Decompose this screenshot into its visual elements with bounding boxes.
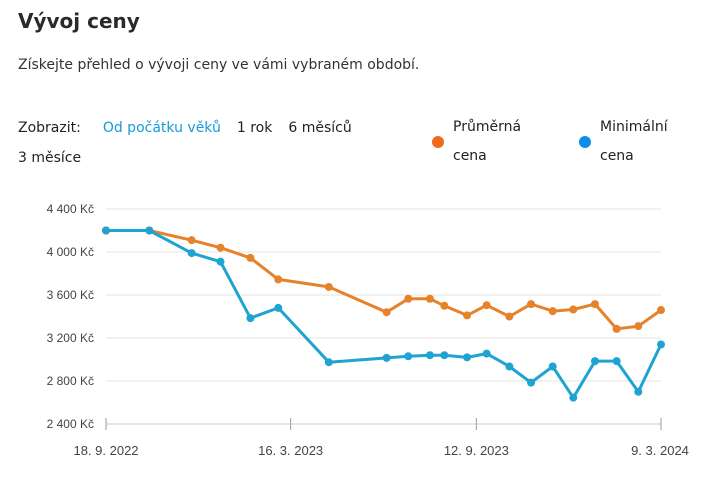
filter-3-months[interactable]: 3 měsíce (18, 150, 82, 166)
data-point-minimum (569, 393, 578, 402)
y-tick-label: 4 000 Kč (47, 245, 94, 259)
data-point-minimum (590, 357, 599, 366)
legend-label: Minimální (600, 119, 668, 135)
x-tick-label: 12. 9. 2023 (444, 443, 509, 458)
data-point-average (590, 300, 599, 309)
legend-dot-icon (579, 136, 591, 148)
data-point-minimum (463, 353, 472, 362)
data-point-average (382, 308, 391, 317)
data-point-minimum (216, 257, 225, 266)
data-point-average (216, 243, 225, 252)
data-point-average (404, 294, 413, 303)
data-point-minimum (246, 314, 255, 323)
data-point-minimum (440, 351, 449, 360)
data-point-minimum (425, 351, 434, 360)
x-tick-label: 16. 3. 2023 (258, 443, 323, 458)
data-point-minimum (505, 362, 514, 371)
x-tick-label: 18. 9. 2022 (73, 443, 138, 458)
data-point-minimum (274, 303, 283, 312)
data-point-average (527, 300, 536, 309)
data-point-minimum (324, 358, 333, 367)
data-point-average (548, 307, 557, 316)
data-point-average (505, 312, 514, 321)
data-point-average (324, 282, 333, 291)
data-point-average (482, 301, 491, 310)
y-tick-label: 2 800 Kč (47, 374, 94, 388)
data-point-minimum (612, 357, 621, 366)
data-point-minimum (482, 349, 491, 358)
legend-label: cena (600, 148, 634, 164)
data-point-minimum (187, 249, 196, 258)
page-subtitle: Získejte přehled o vývoji ceny ve vámi v… (18, 57, 420, 73)
y-tick-label: 2 400 Kč (47, 417, 94, 431)
filter-1-year[interactable]: 1 rok (236, 120, 273, 136)
filter-all-time[interactable]: Od počátku věků (102, 120, 221, 136)
y-tick-label: 3 200 Kč (47, 331, 94, 345)
legend-dot-icon (432, 136, 444, 148)
filter-label: Zobrazit: (18, 120, 81, 136)
data-point-average (274, 275, 283, 284)
legend-label: cena (453, 148, 487, 164)
data-point-average (569, 305, 578, 314)
data-point-average (657, 306, 665, 315)
data-point-minimum (404, 352, 413, 361)
data-point-minimum (102, 226, 110, 235)
page-title: Vývoj ceny (18, 9, 140, 33)
data-point-average (634, 322, 643, 331)
data-point-average (425, 294, 434, 303)
data-point-average (187, 236, 196, 245)
y-tick-label: 4 400 Kč (47, 202, 94, 216)
data-point-average (246, 253, 255, 262)
filter-6-months[interactable]: 6 měsíců (288, 120, 352, 136)
data-point-minimum (145, 226, 154, 235)
data-point-minimum (527, 378, 536, 387)
data-point-minimum (657, 340, 665, 349)
data-point-average (612, 324, 621, 333)
x-tick-label: 9. 3. 2024 (631, 443, 689, 458)
data-point-minimum (548, 362, 557, 371)
data-point-minimum (382, 353, 391, 362)
data-point-average (440, 301, 449, 310)
legend-average[interactable]: Průměrná cena (432, 113, 521, 171)
period-filter: Zobrazit: Od počátku věků 1 rok 6 měsíců 3 m… (18, 113, 408, 173)
data-point-minimum (634, 387, 643, 396)
legend-minimum[interactable]: Minimální cena (579, 113, 668, 171)
data-point-average (463, 311, 472, 320)
legend-label: Průměrná (453, 119, 522, 135)
y-tick-label: 3 600 Kč (47, 288, 94, 302)
